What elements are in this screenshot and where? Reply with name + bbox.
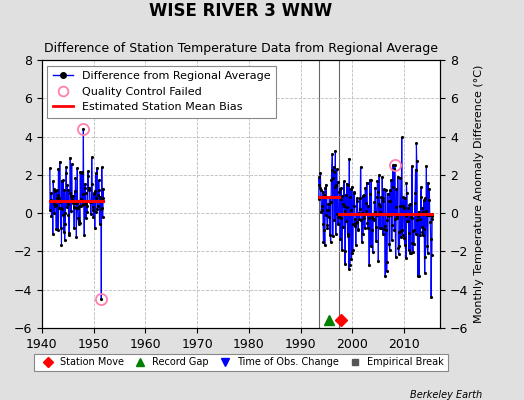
Title: WISE RIVER 3 WNW: WISE RIVER 3 WNW: [149, 2, 333, 20]
Legend: Station Move, Record Gap, Time of Obs. Change, Empirical Break: Station Move, Record Gap, Time of Obs. C…: [34, 354, 448, 371]
Y-axis label: Monthly Temperature Anomaly Difference (°C): Monthly Temperature Anomaly Difference (…: [474, 65, 484, 323]
Text: Berkeley Earth: Berkeley Earth: [410, 390, 482, 400]
Text: Difference of Station Temperature Data from Regional Average: Difference of Station Temperature Data f…: [44, 42, 438, 55]
